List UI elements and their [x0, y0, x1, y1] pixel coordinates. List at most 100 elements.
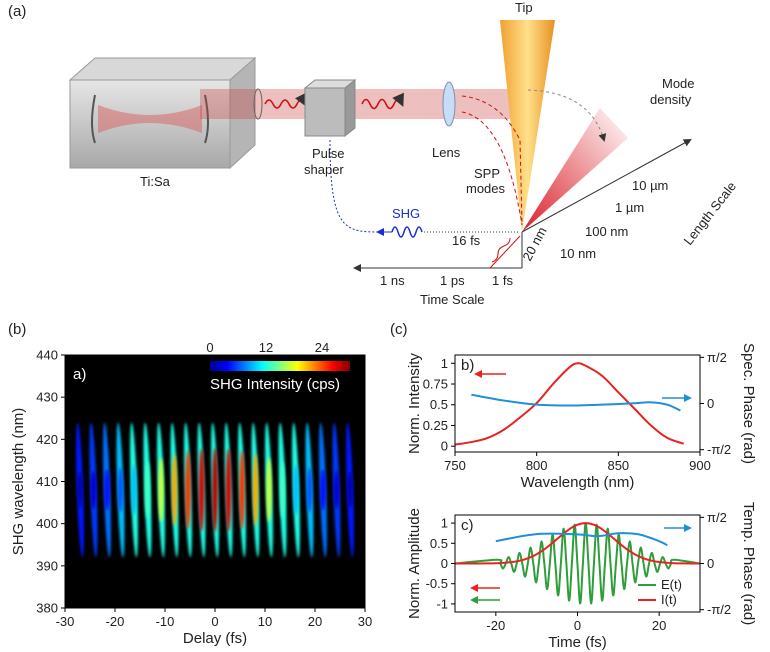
- pulse-axis: [489, 235, 521, 269]
- fringe: [131, 464, 137, 516]
- shaper-side: [344, 78, 356, 138]
- y-axis-label: Norm. Amplitude: [406, 508, 423, 619]
- spp-path: [461, 95, 523, 226]
- plot-area: [455, 522, 700, 605]
- y-tick-label: 1: [441, 516, 448, 531]
- cavity-mirrors: [91, 94, 209, 144]
- plot-frame: [64, 354, 366, 609]
- fringe: [90, 470, 97, 509]
- shg-label: SHG: [392, 206, 420, 221]
- lens: [442, 81, 456, 127]
- x-tick-label: 10: [258, 614, 272, 629]
- fringe: [117, 467, 124, 513]
- x-tick-label: 20: [652, 618, 666, 633]
- y2-tick-label: π/2: [707, 510, 727, 525]
- colorbar-label: SHG Intensity (cps): [210, 376, 340, 393]
- fringe: [239, 450, 245, 530]
- x-tick-label: -20: [486, 618, 505, 633]
- length-tick: 10 µm: [632, 178, 668, 193]
- y-axis-label: SHG wavelength (nm): [10, 408, 27, 556]
- fringe: [225, 448, 232, 532]
- x-tick-label: 0: [211, 614, 218, 629]
- x-axis-label: Delay (fs): [183, 630, 247, 647]
- y-tick-label: 0: [441, 556, 448, 571]
- subplot-label: a): [73, 366, 86, 383]
- y-tick-label: 400: [36, 516, 58, 531]
- fringe: [279, 461, 286, 519]
- y-tick-label: 0.25: [423, 418, 448, 433]
- fringe: [306, 467, 313, 513]
- y-tick-label: 430: [36, 390, 58, 405]
- pulse-wave: [264, 92, 307, 109]
- hint-arrow: [470, 584, 478, 592]
- fringe: [104, 469, 110, 511]
- x-tick-label: -20: [106, 614, 125, 629]
- lens-label: Lens: [432, 145, 461, 160]
- panel-label: (a): [8, 3, 26, 20]
- length-axis-label: Length Scale: [681, 179, 740, 248]
- colorbar-tick-label: 12: [259, 340, 273, 355]
- x-tick-label: 800: [526, 458, 548, 473]
- chart: 750 800 850 900 0 0.25 0.5 0.75 1 -π/2 0 π/2 Wavelen…: [406, 343, 757, 491]
- laser-beam: [200, 89, 520, 119]
- plot-area: [76, 422, 354, 558]
- x-tick-label: 30: [358, 614, 372, 629]
- y-tick-label: 390: [36, 558, 58, 573]
- tip: [500, 20, 555, 232]
- legend-label: E(t): [661, 577, 682, 592]
- duration-label: 16 fs: [452, 233, 481, 248]
- spp-label: SPP: [474, 166, 500, 181]
- fringe: [212, 447, 218, 532]
- time-tick: 1 ps: [440, 273, 465, 288]
- hint-arrow: [684, 524, 692, 532]
- mode-label: Mode: [662, 76, 695, 91]
- colorbar: [210, 361, 350, 371]
- y-tick-label: 380: [36, 601, 58, 616]
- y-tick-label: 0.5: [430, 536, 448, 551]
- y-tick-label: 420: [36, 432, 58, 447]
- shg-wave: [391, 226, 423, 238]
- mode-label: density: [650, 92, 692, 107]
- laser-label: Ti:Sa: [140, 174, 171, 189]
- chart: -30 -20 -10 0 10 20 30 380 390 400 410 420 430 440 Del…: [10, 340, 372, 647]
- laser-box: [69, 79, 231, 169]
- subplot-label: b): [461, 357, 474, 374]
- x-tick-label: 850: [607, 458, 629, 473]
- length-axis: [521, 139, 692, 233]
- axis-hint-arrows: [470, 370, 692, 604]
- y-tick-label: 1: [441, 356, 448, 371]
- fringe: [252, 453, 259, 526]
- x-tick-label: 0: [574, 618, 581, 633]
- setup-diagram: (a) Tip Ti:Sa Pulse shaper Lens Mode: [8, 0, 739, 307]
- series-line: [471, 393, 681, 412]
- y-tick-label: 0: [441, 439, 448, 454]
- series-line: [455, 362, 685, 446]
- mode-arrow: [527, 89, 607, 142]
- fringe: [144, 461, 151, 519]
- y-tick-label: 440: [36, 348, 58, 363]
- panel-label: (c): [390, 321, 408, 338]
- hint-arrow: [474, 370, 482, 378]
- y-tick-label: 0.75: [423, 377, 448, 392]
- hint-arrow: [470, 596, 478, 604]
- spp-path: [461, 111, 523, 226]
- pulse-shaper: [304, 87, 346, 137]
- x-tick-label: -30: [56, 614, 75, 629]
- spp-label: modes: [466, 181, 506, 196]
- panel-label: (b): [8, 321, 26, 338]
- y2-tick-label: 0: [707, 396, 714, 411]
- fringe: [293, 464, 299, 516]
- y-tick-label: 0.5: [430, 397, 448, 412]
- y-tick-label: -1: [436, 596, 448, 611]
- x-tick-label: -10: [156, 614, 175, 629]
- hint-arrow: [684, 394, 692, 402]
- plot-frame: [454, 354, 701, 453]
- y-tick-label: -0.5: [426, 576, 448, 591]
- y-tick-label: 410: [36, 474, 58, 489]
- y2-tick-label: -π/2: [707, 602, 731, 617]
- time-axis-label: Time Scale: [420, 292, 485, 307]
- legend-label: I(t): [661, 592, 677, 607]
- shaper-label: Pulse: [312, 146, 345, 161]
- series-line: [455, 522, 700, 565]
